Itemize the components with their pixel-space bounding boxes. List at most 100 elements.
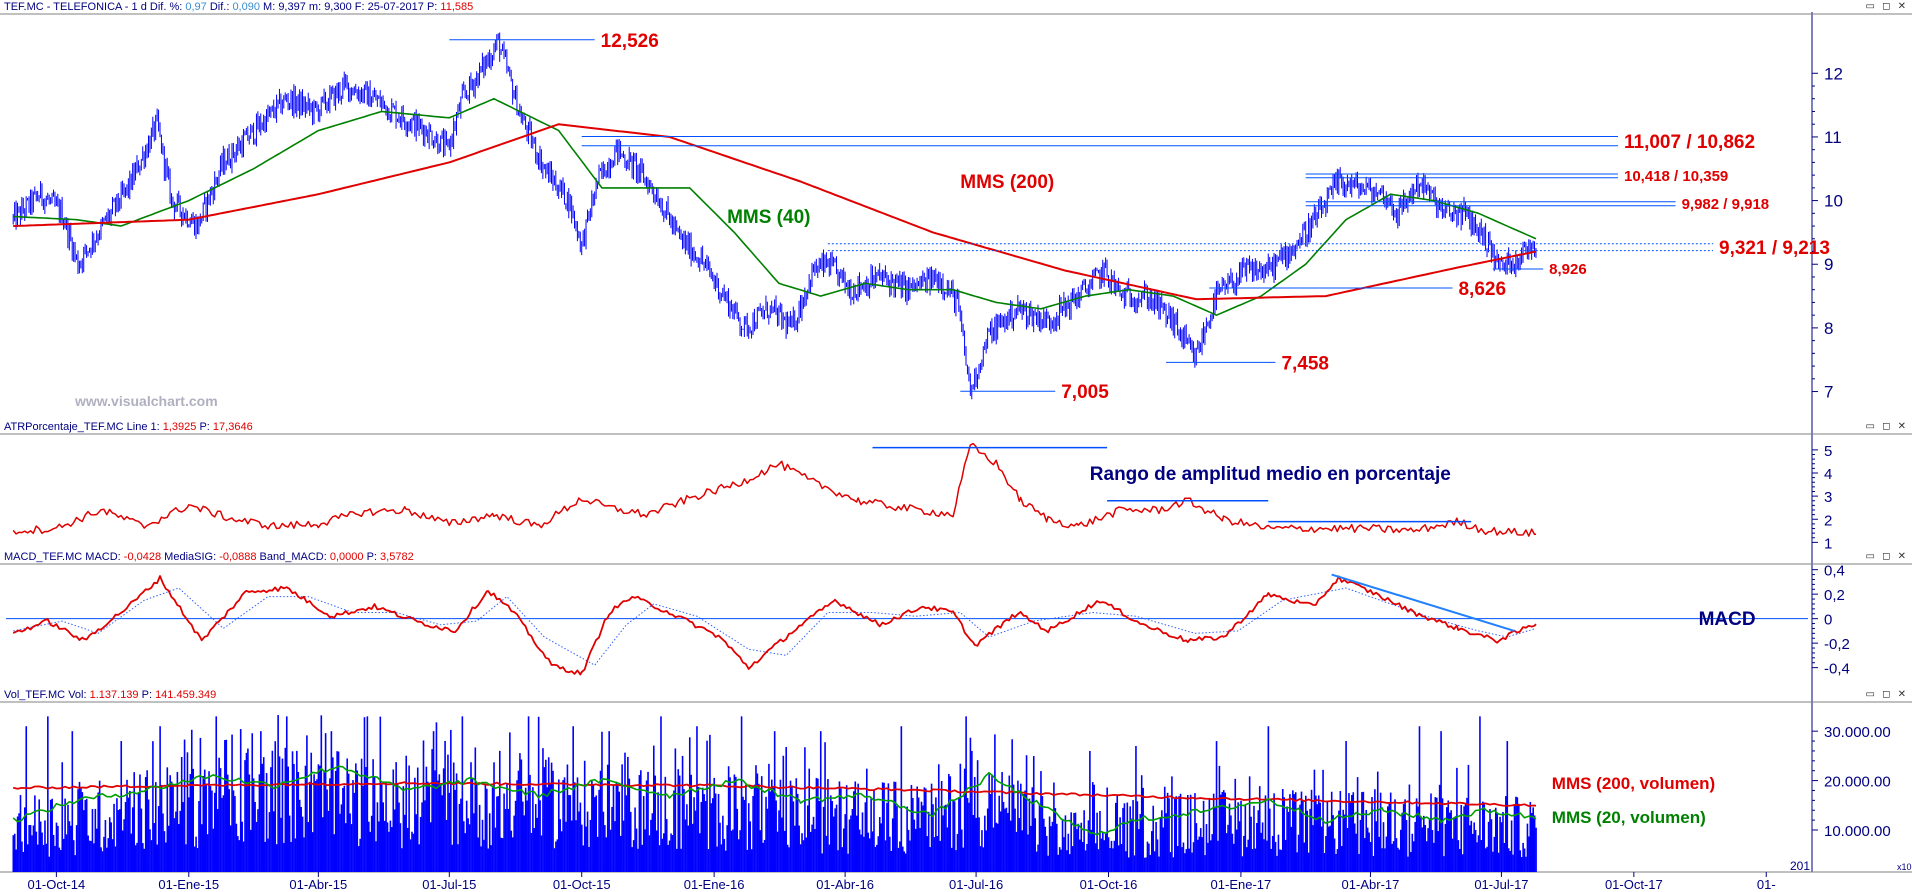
volume-bar xyxy=(395,762,397,872)
volume-window-buttons[interactable]: ▭ ◻ ✕ xyxy=(1865,689,1908,700)
volume-bar xyxy=(1125,851,1127,872)
volume-bar xyxy=(1197,839,1199,872)
volume-bar xyxy=(383,820,386,872)
volume-bar xyxy=(235,823,238,872)
y-tick-label: 30.000.00 xyxy=(1824,724,1891,741)
volume-bar xyxy=(1045,835,1048,872)
volume-bar xyxy=(57,825,59,872)
volume-bar xyxy=(332,757,334,872)
volume-bar xyxy=(1356,777,1359,872)
volume-bar xyxy=(1063,837,1065,872)
volume-bar xyxy=(431,749,433,872)
volume-bar xyxy=(923,787,926,872)
header-field-value: 0,090 xyxy=(232,1,260,13)
volume-bar xyxy=(1460,804,1463,872)
volume-bar xyxy=(346,758,349,872)
volume-bar xyxy=(732,829,734,872)
volume-bar xyxy=(1058,847,1061,872)
volume-bar xyxy=(487,848,490,872)
volume-bar xyxy=(1114,802,1117,872)
volume-bar xyxy=(634,807,636,872)
volume-bar xyxy=(1418,726,1421,872)
volume-bar xyxy=(248,774,251,872)
volume-bar xyxy=(629,811,632,872)
volume-bar xyxy=(1290,826,1293,872)
volume-bar xyxy=(108,817,111,872)
volume-bar xyxy=(464,833,467,872)
volume-bar xyxy=(838,781,841,872)
volume-bar xyxy=(254,801,256,872)
volume-bar xyxy=(723,838,726,872)
volume-bar xyxy=(232,790,235,872)
volume-bar xyxy=(1428,818,1431,872)
volume-bar xyxy=(657,792,659,872)
x-axis: 01-Oct-14 01-Ene-15 01-Abr-15 01-Jul-15 01-O… xyxy=(27,859,1810,892)
volume-bar xyxy=(565,821,567,872)
volume-bar xyxy=(124,802,127,872)
atr-window-buttons[interactable]: ▭ ◻ ✕ xyxy=(1865,421,1908,432)
volume-bar xyxy=(1434,797,1437,872)
volume-bar xyxy=(139,774,141,872)
volume-bar xyxy=(1218,765,1221,872)
volume-bar xyxy=(730,830,733,872)
y-tick-label: 2 xyxy=(1824,512,1832,529)
volume-bar xyxy=(1231,833,1234,872)
x-tick-label: 01-Abr-15 xyxy=(289,877,347,892)
volume-bar xyxy=(668,840,671,872)
volume-bar xyxy=(873,790,875,872)
x-tick-label: 01- xyxy=(1757,877,1776,892)
volume-bar xyxy=(399,823,402,872)
volume-bar xyxy=(1184,853,1186,872)
volume-bar xyxy=(277,715,279,872)
price-window-buttons[interactable]: ▭ ◻ ✕ xyxy=(1865,1,1908,12)
volume-bar xyxy=(1274,841,1277,872)
volume-bar xyxy=(1389,792,1392,872)
volume-bar xyxy=(674,748,677,872)
volume-bar xyxy=(510,830,513,872)
volume-bar xyxy=(496,796,498,872)
macd-window-buttons[interactable]: ▭ ◻ ✕ xyxy=(1865,551,1908,562)
volume-bar xyxy=(327,810,330,872)
volume-bar xyxy=(573,782,576,872)
volume-bar xyxy=(392,769,395,872)
volume-bar xyxy=(1476,842,1478,872)
volume-bar xyxy=(727,766,730,872)
volume-bar xyxy=(606,764,609,872)
volume-bar xyxy=(1512,854,1514,872)
volume-bar xyxy=(389,820,392,872)
volume-bar xyxy=(981,830,983,872)
volume-bar xyxy=(920,801,923,872)
volume-bar xyxy=(1166,792,1169,872)
volume-bar xyxy=(1417,806,1419,872)
volume-bar xyxy=(1238,821,1241,872)
volume-bar xyxy=(1509,850,1511,872)
volume-bar xyxy=(1080,822,1083,872)
volume-bar xyxy=(853,791,855,872)
volume-bar xyxy=(1250,816,1252,872)
volume-bar xyxy=(189,774,192,872)
volume-bar xyxy=(877,836,880,872)
volume-bar xyxy=(344,823,347,872)
volume-bar xyxy=(1401,812,1404,872)
volume-bar xyxy=(576,777,579,872)
volume-bar xyxy=(673,790,675,872)
volume-bar xyxy=(586,811,589,872)
volume-bar xyxy=(1399,829,1402,872)
header-field-label: P: xyxy=(138,689,156,701)
volume-bar xyxy=(1037,844,1039,872)
volume-bar xyxy=(676,848,678,872)
y-tick-label: 0,4 xyxy=(1824,563,1845,580)
volume-bar xyxy=(745,784,747,872)
volume-bar xyxy=(1234,778,1237,872)
volume-bar xyxy=(1342,809,1345,872)
volume-bar xyxy=(806,805,809,872)
volume-bar xyxy=(1018,817,1021,872)
volume-bar xyxy=(1328,826,1330,872)
volume-bar xyxy=(1461,854,1464,872)
volume-bar xyxy=(596,836,599,872)
volume-bar xyxy=(1526,823,1529,872)
volume-bar xyxy=(1271,835,1274,872)
volume-bar xyxy=(107,838,110,872)
volume-bar xyxy=(568,795,570,872)
volume-bar xyxy=(437,780,439,872)
